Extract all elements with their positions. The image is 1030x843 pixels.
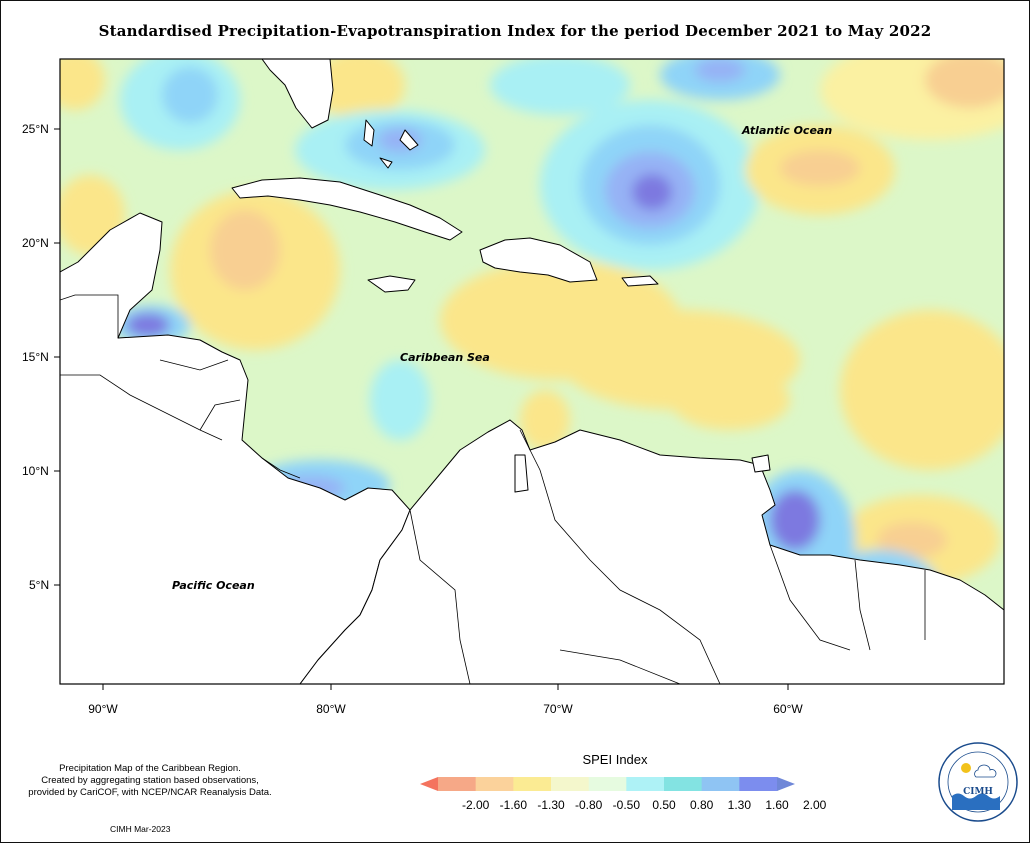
- legend-tick-label: -0.50: [612, 798, 641, 812]
- land-masses: [60, 59, 1004, 684]
- legend-tick-label: 0.50: [652, 798, 676, 812]
- legend-tick-label: 2.00: [802, 798, 827, 812]
- legend-tick-label: 1.60: [765, 798, 789, 812]
- legend-swatch: [701, 777, 740, 791]
- logo-name: CIMH: [963, 787, 993, 797]
- lat-label: 20°N: [22, 236, 49, 250]
- lat-label: 25°N: [22, 122, 49, 136]
- legend-arrow-high: [777, 777, 795, 791]
- footnote-line: provided by CariCOF, with NCEP/NCAR Rean…: [28, 787, 272, 798]
- lat-label: 5°N: [29, 578, 49, 592]
- legend-tick-label: -1.30: [537, 798, 565, 812]
- legend-tick-label: 1.30: [727, 798, 752, 812]
- lat-label: 10°N: [22, 464, 49, 478]
- footnote-line: Created by aggregating station based obs…: [41, 775, 259, 786]
- sun-icon: [961, 763, 971, 773]
- spei-field: [60, 59, 1004, 684]
- map-border: [59, 58, 1005, 685]
- legend-title: SPEI Index: [582, 752, 648, 767]
- lon-label: 60°W: [773, 702, 803, 716]
- footnote-line: Precipitation Map of the Caribbean Regio…: [59, 763, 241, 774]
- borders: [60, 294, 926, 684]
- legend-arrow-low: [420, 777, 438, 791]
- legend-swatch: [664, 777, 703, 791]
- pacific-ocean-label: Pacific Ocean: [172, 579, 255, 592]
- legend-swatch: [475, 777, 514, 791]
- lon-label: 70°W: [543, 702, 573, 716]
- legend-swatch: [739, 777, 778, 791]
- legend-tick-label: 0.80: [689, 798, 714, 812]
- footnote: Precipitation Map of the Caribbean Regio…: [10, 763, 290, 799]
- longitude-labels: 90°W 80°W 70°W 60°W: [88, 702, 803, 716]
- cloud-icon: [974, 764, 997, 778]
- caribbean-sea-label: Caribbean Sea: [400, 351, 490, 364]
- lon-label: 80°W: [316, 702, 346, 716]
- legend-tick-label: -2.00: [461, 798, 490, 812]
- axis-ticks: [54, 128, 789, 690]
- legend-swatch: [513, 777, 552, 791]
- lat-label: 15°N: [22, 350, 49, 364]
- lon-label: 90°W: [88, 702, 118, 716]
- wave-icon: [952, 793, 1000, 810]
- latitude-labels: 25°N 20°N 15°N 10°N 5°N: [22, 122, 49, 592]
- legend-swatch: [626, 777, 665, 791]
- credit-line: CIMH Mar-2023: [110, 824, 171, 834]
- legend-swatch: [438, 777, 477, 791]
- legend-swatch: [588, 777, 627, 791]
- legend-swatch: [551, 777, 590, 791]
- atlantic-ocean-label: Atlantic Ocean: [741, 124, 832, 137]
- legend-colorbar: [420, 777, 795, 791]
- legend-tick-label: -1.60: [499, 798, 528, 812]
- cimh-logo: [938, 742, 1018, 822]
- map-title: Standardised Precipitation-Evapotranspir…: [98, 22, 932, 40]
- legend-tick-label: -0.80: [574, 798, 603, 812]
